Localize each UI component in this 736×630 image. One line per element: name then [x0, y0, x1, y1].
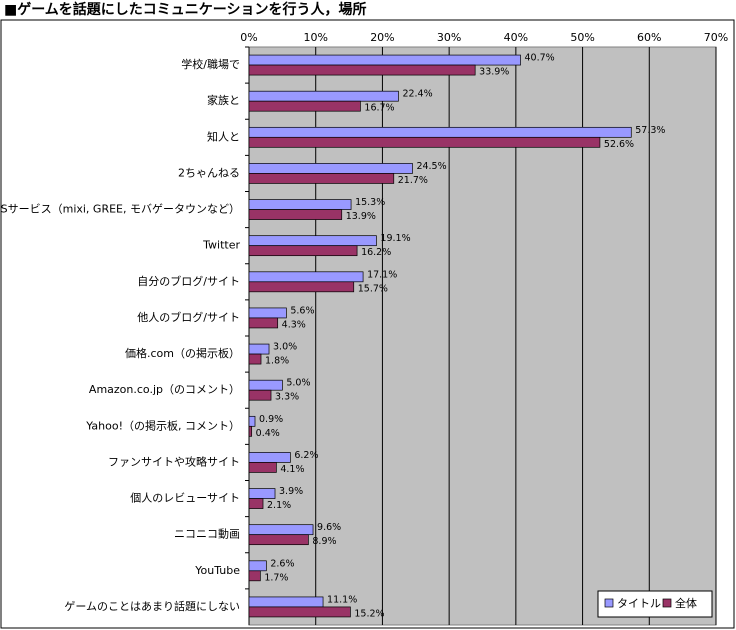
legend-swatch	[662, 598, 672, 608]
bar	[248, 498, 264, 509]
x-tick-label: 50%	[570, 31, 594, 44]
y-tick-label: 価格.com（の掲示板）	[125, 346, 240, 360]
bar	[248, 524, 314, 536]
bar	[248, 126, 632, 138]
value-label: 21.7%	[398, 175, 428, 186]
y-tick-label: 他人のブログ/サイト	[137, 310, 240, 324]
bar	[248, 90, 399, 102]
value-label: 17.1%	[367, 269, 397, 280]
y-tick-label: 知人と	[207, 129, 240, 143]
value-label: 3.0%	[273, 342, 297, 353]
bar	[248, 425, 253, 437]
y-tick-label: YouTube	[194, 564, 240, 577]
bar	[248, 64, 476, 76]
bar	[248, 379, 283, 391]
bar	[248, 209, 343, 220]
bar	[248, 199, 352, 210]
bar	[248, 343, 270, 355]
value-label: 4.1%	[280, 464, 304, 475]
value-label: 3.9%	[279, 486, 303, 497]
bar	[248, 136, 601, 148]
bar	[248, 281, 355, 293]
y-tick-label: ファンサイトや攻略サイト	[108, 454, 240, 468]
value-label: 22.4%	[402, 89, 432, 100]
y-tick-label: 自分のブログ/サイト	[137, 274, 240, 288]
value-label: 57.3%	[635, 125, 665, 136]
legend-label: 全体	[675, 596, 697, 610]
value-label: 15.2%	[354, 608, 384, 619]
x-tick-label: 60%	[637, 31, 661, 44]
bar	[248, 560, 267, 572]
y-tick-label: ゲームのことはあまり話題にしない	[64, 599, 240, 613]
x-tick-label: 30%	[437, 31, 461, 44]
x-tick-label: 0%	[240, 31, 257, 44]
bar	[248, 452, 291, 463]
x-tick-label: 40%	[504, 31, 528, 44]
value-label: 40.7%	[525, 53, 555, 64]
value-label: 3.3%	[275, 392, 299, 403]
value-label: 6.2%	[294, 450, 318, 461]
y-tick-label: ニコニコ動画	[174, 527, 240, 541]
value-label: 15.7%	[358, 283, 388, 294]
y-tick-label: 学校/職場で	[181, 57, 240, 71]
x-tick-label: 20%	[370, 31, 394, 44]
bar	[248, 317, 279, 329]
bar	[248, 534, 309, 546]
y-tick-label: 家族と	[207, 93, 240, 107]
bar	[248, 235, 377, 247]
y-tick-label: 2ちゃんねる	[178, 166, 240, 179]
bar	[248, 606, 351, 618]
value-label: 52.6%	[604, 139, 634, 150]
bar	[248, 245, 358, 257]
y-tick-label: Yahoo!（の掲示板, コメント）	[85, 418, 240, 432]
value-label: 24.5%	[416, 161, 446, 172]
bar	[248, 570, 261, 582]
y-tick-label: Twitter	[202, 239, 240, 252]
value-label: 0.4%	[256, 428, 280, 439]
value-label: 11.1%	[327, 594, 357, 605]
bar	[248, 307, 287, 319]
legend-label: タイトル	[617, 597, 661, 610]
bar	[248, 488, 276, 499]
bar	[248, 415, 256, 427]
bar	[248, 173, 395, 184]
bar	[248, 100, 361, 112]
bar	[248, 389, 272, 401]
legend-box	[597, 590, 713, 618]
y-tick-label: SNSサービス（mixi, GREE, モバゲータウンなど）	[0, 203, 240, 216]
x-tick-label: 70%	[704, 31, 728, 44]
value-label: 2.6%	[270, 558, 294, 569]
value-label: 0.9%	[259, 414, 283, 425]
y-tick-label: 個人のレビューサイト	[130, 492, 240, 505]
bar	[248, 271, 364, 283]
value-label: 8.9%	[312, 536, 336, 547]
bar	[248, 54, 521, 66]
bar	[248, 462, 277, 473]
bar	[248, 353, 262, 365]
value-label: 9.6%	[317, 522, 341, 533]
value-label: 2.1%	[267, 500, 291, 511]
value-label: 4.3%	[282, 319, 306, 330]
chart-frame	[0, 19, 735, 629]
value-label: 1.8%	[265, 356, 289, 367]
chart-title: ■ゲームを話題にしたコミュニケーションを行う人，場所	[4, 1, 367, 18]
bar	[248, 163, 413, 174]
value-label: 13.9%	[346, 211, 376, 222]
value-label: 5.6%	[290, 305, 314, 316]
value-label: 16.2%	[361, 247, 391, 258]
value-label: 1.7%	[264, 572, 288, 583]
bar	[248, 596, 324, 608]
value-label: 15.3%	[355, 197, 385, 208]
value-label: 33.9%	[479, 67, 509, 78]
value-label: 19.1%	[380, 233, 410, 244]
value-label: 16.7%	[364, 103, 394, 114]
legend-swatch	[604, 598, 614, 608]
x-tick-label: 10%	[303, 31, 327, 44]
value-label: 5.0%	[286, 378, 310, 389]
y-tick-label: Amazon.co.jp（のコメント）	[89, 383, 240, 396]
